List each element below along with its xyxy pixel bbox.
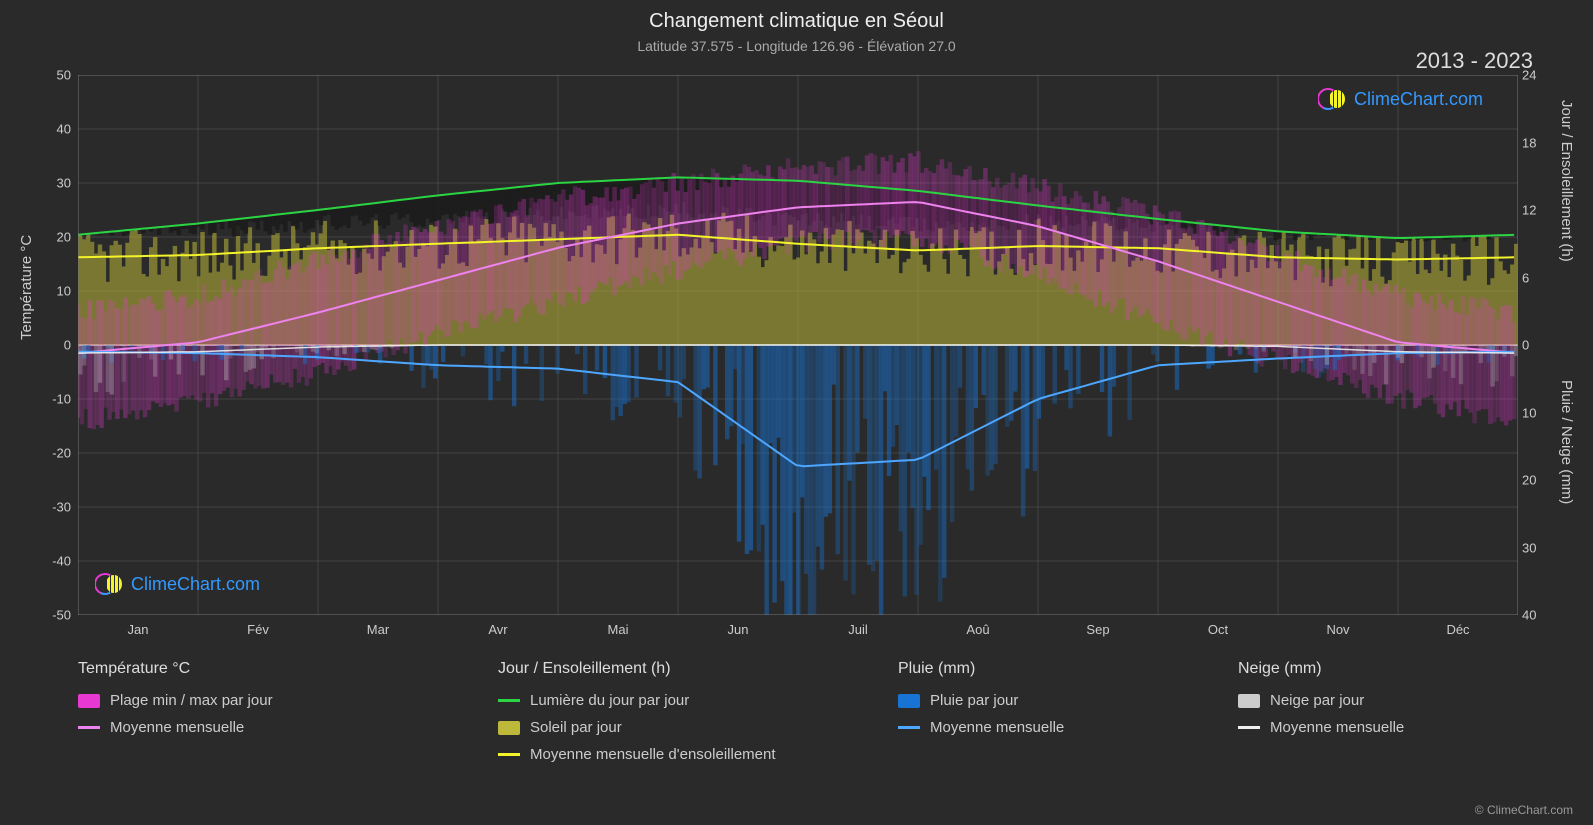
y-right-top-tick: 24 [1522, 68, 1572, 83]
legend-item: Lumière du jour par jour [498, 692, 858, 709]
month-label: Juil [848, 622, 868, 637]
y-left-tick: 10 [21, 284, 71, 299]
legend-label: Neige par jour [1270, 692, 1364, 709]
legend-swatch [498, 699, 520, 702]
legend-item: Moyenne mensuelle [1238, 719, 1538, 736]
year-range-label: 2013 - 2023 [1416, 48, 1533, 74]
legend-swatch [898, 694, 920, 708]
month-label: Fév [247, 622, 269, 637]
legend-header: Neige (mm) [1238, 660, 1538, 678]
month-label: Sep [1086, 622, 1109, 637]
chart-title: Changement climatique en Séoul [0, 10, 1593, 33]
legend-item: Pluie par jour [898, 692, 1198, 709]
y-left-tick: -10 [21, 392, 71, 407]
legend-item: Moyenne mensuelle d'ensoleillement [498, 746, 858, 763]
copyright: © ClimeChart.com [1475, 803, 1573, 817]
legend-item: Neige par jour [1238, 692, 1538, 709]
legend-group: Neige (mm) Neige par jour Moyenne mensuell… [1238, 660, 1538, 763]
logo-top: ClimeChart.com [1318, 85, 1483, 113]
legend-item: Plage min / max par jour [78, 692, 458, 709]
legend-swatch [898, 726, 920, 729]
plot-area [78, 75, 1518, 615]
month-label: Nov [1326, 622, 1349, 637]
legend-label: Moyenne mensuelle d'ensoleillement [530, 746, 776, 763]
y-left-tick: 50 [21, 68, 71, 83]
legend-group: Température °C Plage min / max par jour Mo… [78, 660, 458, 763]
climate-chart: Changement climatique en Séoul Latitude … [0, 0, 1593, 825]
legend-item: Soleil par jour [498, 719, 858, 736]
y-right-bottom-tick: 40 [1522, 608, 1572, 623]
logo-bottom: ClimeChart.com [95, 570, 260, 598]
y-axis-right-top-label: Jour / Ensoleillement (h) [1558, 100, 1575, 262]
month-label: Oct [1208, 622, 1228, 637]
legend: Température °C Plage min / max par jour Mo… [78, 660, 1533, 763]
legend-header: Température °C [78, 660, 458, 678]
y-left-tick: -30 [21, 500, 71, 515]
legend-swatch [498, 753, 520, 756]
legend-swatch [78, 694, 100, 708]
legend-label: Moyenne mensuelle [1270, 719, 1404, 736]
legend-item: Moyenne mensuelle [78, 719, 458, 736]
logo-icon [1318, 85, 1346, 113]
y-left-tick: 30 [21, 176, 71, 191]
legend-label: Lumière du jour par jour [530, 692, 689, 709]
legend-header: Pluie (mm) [898, 660, 1198, 678]
month-label: Avr [488, 622, 507, 637]
y-right-bottom-tick: 30 [1522, 540, 1572, 555]
legend-swatch [1238, 694, 1260, 708]
legend-header: Jour / Ensoleillement (h) [498, 660, 858, 678]
legend-group: Pluie (mm) Pluie par jour Moyenne mensuell… [898, 660, 1198, 763]
y-left-tick: -20 [21, 446, 71, 461]
month-label: Déc [1446, 622, 1469, 637]
month-label: Mar [367, 622, 389, 637]
y-left-tick: 20 [21, 230, 71, 245]
y-right-top-tick: 12 [1522, 203, 1572, 218]
logo-icon [95, 570, 123, 598]
logo-text: ClimeChart.com [131, 574, 260, 595]
legend-label: Moyenne mensuelle [930, 719, 1064, 736]
legend-swatch [498, 721, 520, 735]
month-label: Jan [128, 622, 149, 637]
legend-label: Moyenne mensuelle [110, 719, 244, 736]
legend-swatch [78, 726, 100, 729]
month-label: Mai [608, 622, 629, 637]
y-right-top-tick: 0 [1522, 338, 1572, 353]
y-right-top-tick: 6 [1522, 270, 1572, 285]
legend-label: Pluie par jour [930, 692, 1018, 709]
y-left-tick: -40 [21, 554, 71, 569]
y-right-bottom-tick: 10 [1522, 405, 1572, 420]
y-right-bottom-tick: 20 [1522, 473, 1572, 488]
y-left-tick: -50 [21, 608, 71, 623]
month-label: Jun [728, 622, 749, 637]
y-right-top-tick: 18 [1522, 135, 1572, 150]
plot-svg [78, 75, 1518, 615]
chart-subtitle: Latitude 37.575 - Longitude 126.96 - Élé… [0, 38, 1593, 54]
legend-label: Plage min / max par jour [110, 692, 273, 709]
logo-text: ClimeChart.com [1354, 89, 1483, 110]
legend-item: Moyenne mensuelle [898, 719, 1198, 736]
month-label: Aoû [966, 622, 989, 637]
legend-label: Soleil par jour [530, 719, 622, 736]
y-left-tick: 0 [21, 338, 71, 353]
legend-swatch [1238, 726, 1260, 729]
legend-group: Jour / Ensoleillement (h) Lumière du jour… [498, 660, 858, 763]
y-left-tick: 40 [21, 122, 71, 137]
